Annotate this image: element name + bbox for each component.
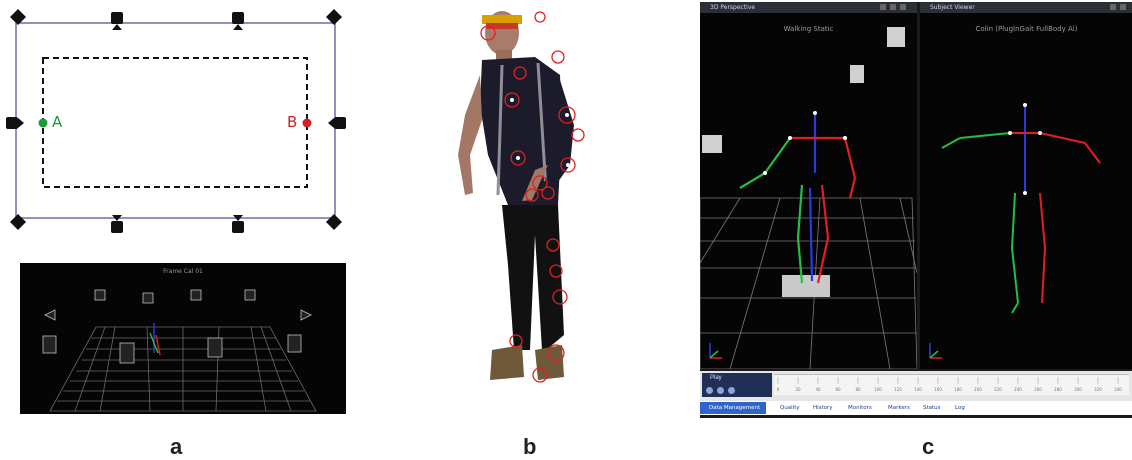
timeline-tick-label: 300 [1074,387,1082,392]
forward-icon[interactable] [728,387,735,394]
point-b-label: B [287,113,298,131]
start-point-marker [38,118,48,128]
end-point-marker [302,118,312,128]
camera-icon [119,342,135,364]
camera-icon [850,65,864,83]
camera-icon [232,215,244,233]
timeline-tick-label: 180 [954,387,962,392]
view-options-icon[interactable] [1110,4,1116,10]
camera-icon [10,9,26,25]
tab-subject-viewer[interactable]: Subject Viewer [930,4,975,11]
timeline-track[interactable]: 0 20 40 60 80 100 120 140 160 180 200 220 240 260 280 3… [774,374,1129,395]
calibration-grid [42,289,317,412]
axis-gizmo [929,343,942,359]
view-options-icon[interactable] [880,4,886,10]
camera-icon [10,214,26,230]
bottom-tab-bar: Data Management Quality History Monitors… [700,401,1132,415]
timeline-tick-label: 0 [777,387,780,392]
camera-icon [42,335,57,354]
camera-icon [326,9,342,25]
timeline-tick-label: 240 [1014,387,1022,392]
camera-icon [328,117,346,129]
view-header-left: 3D Perspective [700,2,917,13]
panel-label-b: b [523,434,537,459]
camera-icon [244,289,256,301]
camera-icon [702,135,722,153]
timeline-tick-label: 200 [974,387,982,392]
view-maximize-icon[interactable] [900,4,906,10]
panel-label-c: c [922,434,935,459]
view-header-right: Subject Viewer [920,2,1132,13]
perspective-viewport[interactable]: Walking Static [700,13,917,369]
camera-icon [6,117,24,129]
tab-monitors[interactable]: Monitors [848,405,872,411]
timeline-tick-label: 100 [874,387,882,392]
timeline-tick-label: 120 [894,387,902,392]
timeline-ticks: 0 20 40 60 80 100 120 140 160 180 200 220 240 260 280 3… [777,377,1122,392]
timeline-tick-label: 140 [914,387,922,392]
calibration-title: Frame Cal 01 [163,268,203,275]
capture-volume-schematic [6,9,346,233]
camera-icon [232,12,244,30]
axis-gizmo [709,343,722,359]
transport-controls: Play [702,373,772,397]
camera-icon [94,289,106,301]
view-layout-icon[interactable] [890,4,896,10]
camera-icon [300,309,312,321]
timeline-tick-label: 340 [1114,387,1122,392]
camera-icon [190,289,202,301]
motion-capture-app: 3D Perspective Subject Viewer Walking St… [700,2,1132,418]
timeline-tick-label: 220 [994,387,1002,392]
panel-label-a: a [170,434,183,459]
timeline-tick-label: 60 [835,387,841,392]
camera-icon [887,27,905,47]
walkway-boundary [42,57,308,188]
timeline-tick-label: 260 [1034,387,1042,392]
camera-icon [287,334,302,353]
skeleton-model [739,113,857,284]
tab-markers[interactable]: Markers [888,405,910,411]
timeline-tick-label: 160 [934,387,942,392]
subject-viewport[interactable]: Colin (PlugInGait FullBody Ai) [920,13,1132,369]
timeline-tick-label: 20 [795,387,801,392]
camera-icon [326,214,342,230]
tab-quality[interactable]: Quality [780,405,800,411]
tab-data-management[interactable]: Data Management [700,402,766,414]
tab-status[interactable]: Status [923,405,941,411]
point-a-label: A [52,113,63,131]
timeline-tick-label: 280 [1054,387,1062,392]
play-button[interactable]: Play [710,375,722,381]
timeline-bar: Play 0 20 40 60 80 100 120 140 160 180 200 220 240 26… [700,371,1132,401]
trial-name: Walking Static [783,25,834,33]
camera-icon [142,292,154,304]
reflective-markers [480,11,585,383]
camera-icon [111,215,123,233]
tab-3d-perspective[interactable]: 3D Perspective [710,4,756,11]
tab-history[interactable]: History [813,405,833,411]
stop-icon[interactable] [717,387,724,394]
timeline-tick-label: 80 [855,387,861,392]
subject-skeleton [929,103,1101,359]
force-plate [782,275,830,297]
view-maximize-icon[interactable] [1120,4,1126,10]
camera-icon [44,309,56,321]
subject-photo [458,11,585,383]
rewind-icon[interactable] [706,387,713,394]
calibration-wand [149,323,161,356]
tab-label: Data Management [709,405,761,411]
calibration-viewport: Frame Cal 01 [20,263,346,414]
subject-name: Colin (PlugInGait FullBody Ai) [975,25,1078,33]
perspective-scene [700,27,917,369]
camera-icon [111,12,123,30]
timeline-tick-label: 40 [815,387,821,392]
tab-log[interactable]: Log [955,405,965,411]
camera-icon [207,337,223,358]
timeline-tick-label: 320 [1094,387,1102,392]
